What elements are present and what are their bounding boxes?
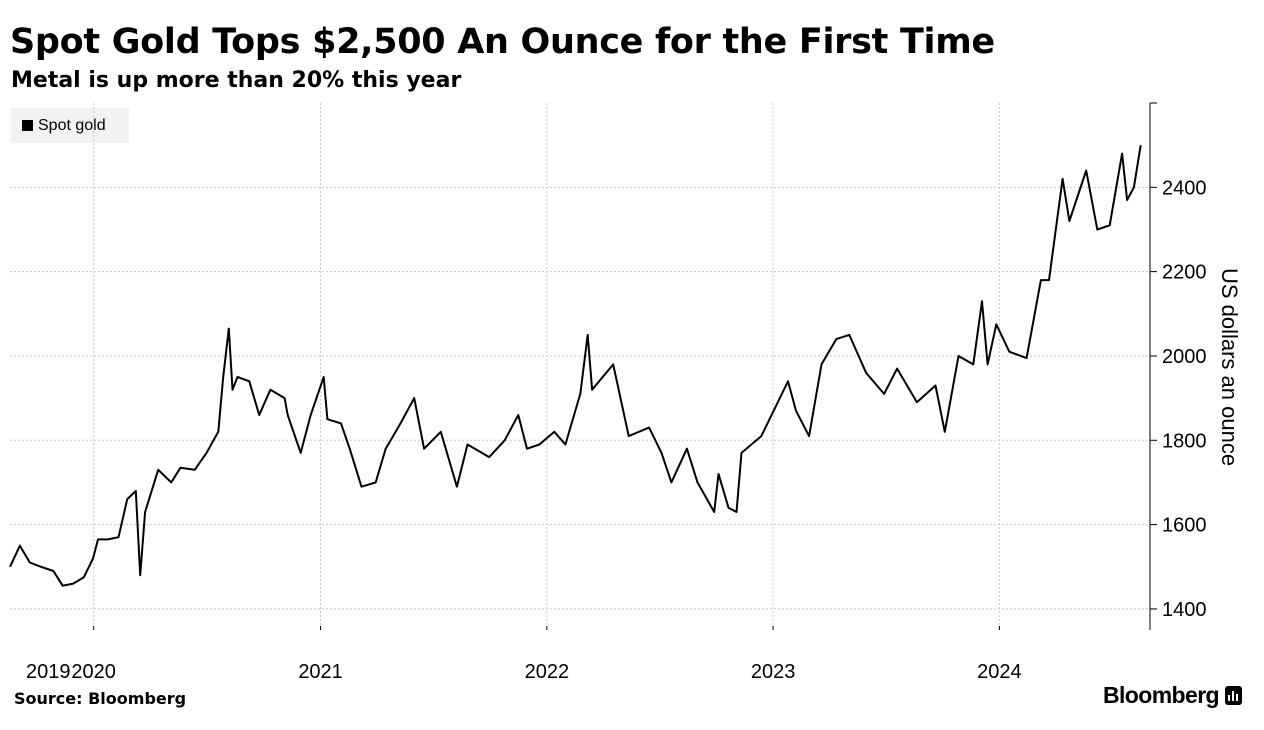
y-tick-label: 2400 (1162, 177, 1207, 199)
chart-subtitle: Metal is up more than 20% this year (11, 68, 462, 93)
brand-logo: Bloomberg (1103, 682, 1242, 709)
legend-swatch (22, 120, 33, 131)
legend-label: Spot gold (38, 116, 106, 134)
series-line-spot-gold (9, 145, 1142, 587)
x-tick-label: 2024 (977, 661, 1022, 683)
y-tick-label: 2200 (1162, 262, 1207, 284)
chart-title: Spot Gold Tops $2,500 An Ounce for the F… (10, 22, 995, 62)
x-tick-label: 2023 (751, 661, 796, 683)
y-tick-label: 1400 (1162, 599, 1207, 621)
bloomberg-terminal-icon (1225, 686, 1242, 705)
x-tick-label: 2022 (525, 661, 570, 683)
brand-wordmark: Bloomberg (1103, 682, 1220, 708)
legend: Spot gold (11, 108, 129, 143)
source-note: Source: Bloomberg (14, 689, 187, 708)
x-tick-label: 2021 (298, 661, 343, 683)
x-tick-label: 2020 (71, 661, 116, 683)
y-axis-title: US dollars an ounce (1217, 268, 1242, 466)
x-tick-label: 2019 (26, 661, 71, 683)
y-tick-label: 2000 (1162, 346, 1207, 368)
y-tick-label: 1800 (1162, 430, 1207, 452)
y-tick-label: 1600 (1162, 515, 1207, 537)
